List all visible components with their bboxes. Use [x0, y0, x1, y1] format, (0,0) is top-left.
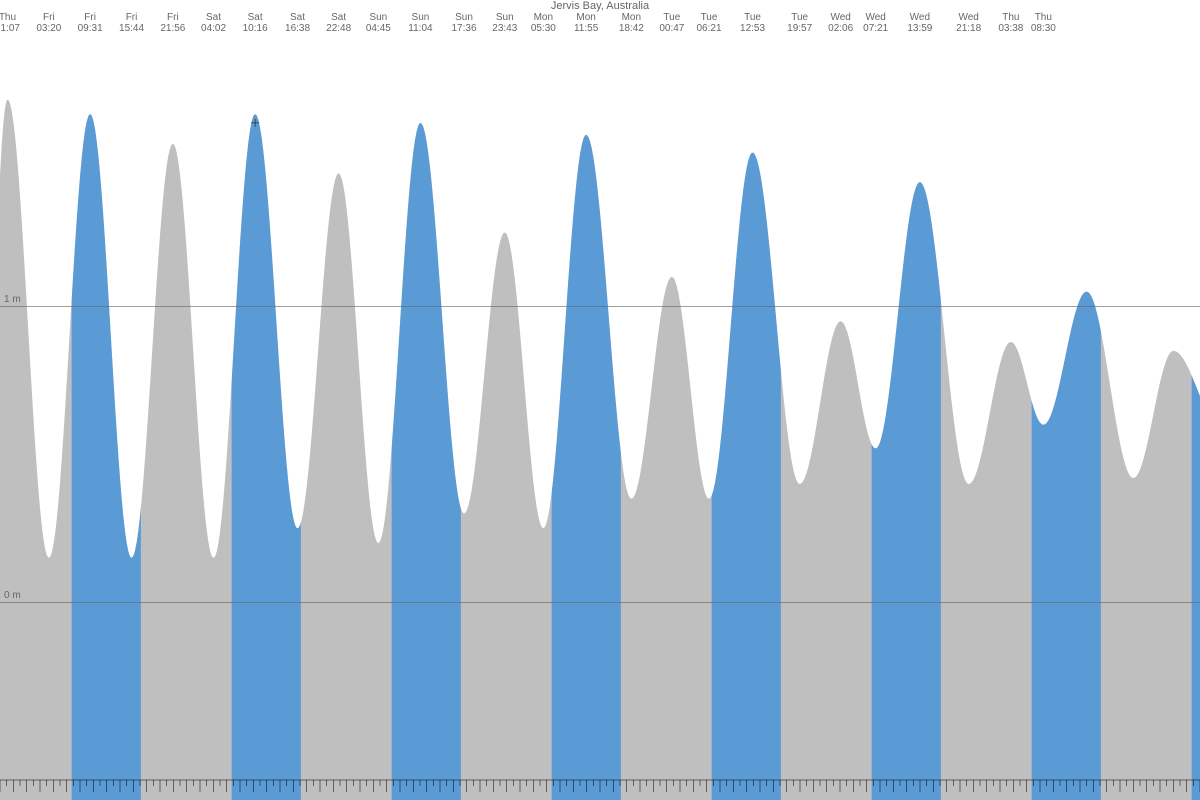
tide-plot-svg	[0, 0, 1200, 800]
y-axis-label: 0 m	[4, 590, 21, 601]
tide-chart: Jervis Bay, Australia Thu21:07Fri03:20Fr…	[0, 0, 1200, 800]
y-axis-label: 1 m	[4, 294, 21, 305]
